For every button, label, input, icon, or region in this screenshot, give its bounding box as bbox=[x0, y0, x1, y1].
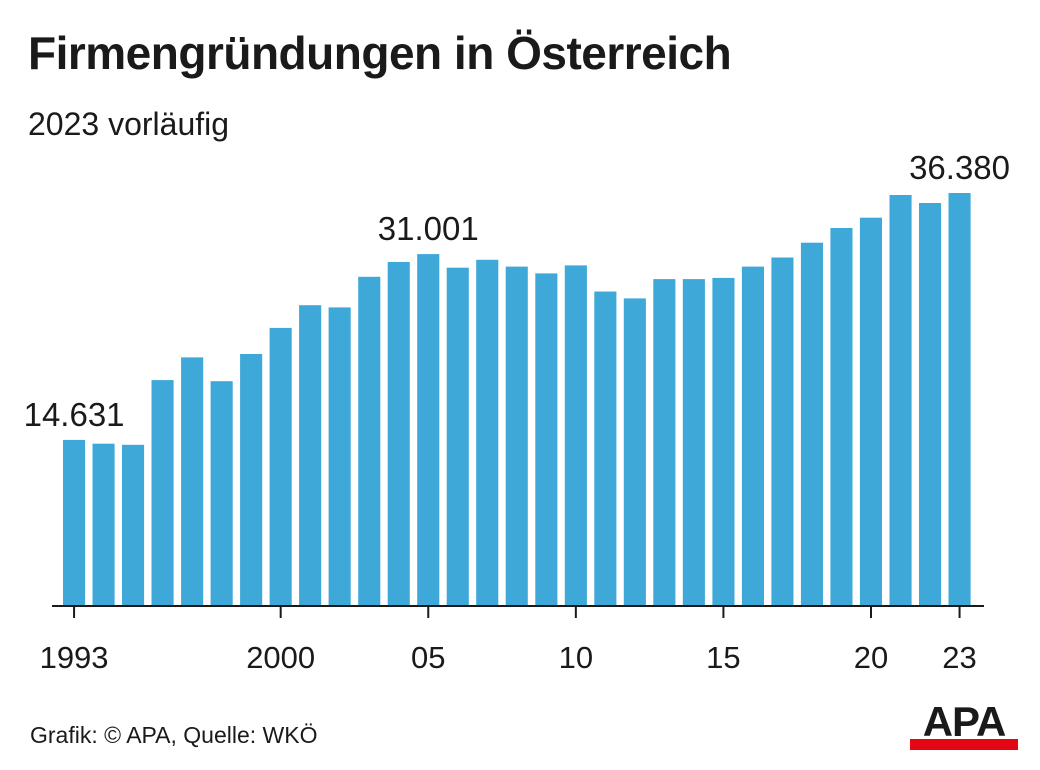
bar-2019 bbox=[830, 228, 853, 606]
bar-1997 bbox=[181, 357, 204, 606]
bar-2013 bbox=[653, 279, 676, 606]
bar-2018 bbox=[800, 242, 823, 606]
bar-2006 bbox=[446, 267, 469, 606]
x-tick-label-2015: 15 bbox=[706, 640, 740, 675]
bar-2009 bbox=[535, 273, 558, 606]
apa-logo: APA bbox=[910, 700, 1018, 750]
bar-2008 bbox=[505, 266, 528, 606]
bar-2022 bbox=[919, 203, 942, 606]
data-label-1993: 14.631 bbox=[24, 396, 125, 433]
data-label-2005: 31.001 bbox=[378, 210, 479, 247]
bar-chart: 1993 2000 05 10 15 20 23 14.631 31.001 36.380 bbox=[24, 149, 1010, 675]
bar-2002 bbox=[328, 307, 351, 606]
bar-2016 bbox=[741, 266, 764, 606]
bar-2003 bbox=[358, 276, 381, 606]
bar-2014 bbox=[682, 279, 705, 606]
bar-1999 bbox=[240, 354, 263, 606]
bar-1998 bbox=[210, 381, 233, 606]
bar-1993 bbox=[63, 439, 86, 606]
x-tick-label-2023: 23 bbox=[942, 640, 976, 675]
x-tick-label-2005: 05 bbox=[411, 640, 445, 675]
bar-1996 bbox=[151, 380, 174, 606]
bar-2012 bbox=[623, 298, 646, 606]
bar-2017 bbox=[771, 257, 794, 606]
bar-2010 bbox=[564, 265, 587, 606]
data-label-2023: 36.380 bbox=[909, 149, 1010, 186]
bar-2023 bbox=[948, 193, 971, 606]
apa-logo-text: APA bbox=[923, 700, 1006, 745]
bar-2000 bbox=[269, 327, 292, 606]
data-labels-group: 14.631 31.001 36.380 bbox=[24, 149, 1010, 433]
bar-2011 bbox=[594, 291, 617, 606]
bar-1994 bbox=[92, 443, 115, 606]
x-tick-label-1993: 1993 bbox=[40, 640, 109, 675]
x-tick-label-2020: 20 bbox=[854, 640, 888, 675]
source-credit: Grafik: © APA, Quelle: WKÖ bbox=[30, 722, 318, 748]
x-ticks-group: 1993 2000 05 10 15 20 23 bbox=[40, 606, 977, 675]
bar-2004 bbox=[387, 262, 410, 606]
bar-2021 bbox=[889, 195, 912, 606]
bar-2020 bbox=[859, 217, 882, 606]
x-tick-label-2010: 10 bbox=[559, 640, 593, 675]
bar-2015 bbox=[712, 277, 735, 606]
bars-group bbox=[63, 193, 971, 606]
bar-2007 bbox=[476, 259, 499, 606]
bar-1995 bbox=[122, 444, 145, 606]
x-tick-label-2000: 2000 bbox=[246, 640, 315, 675]
apa-logo-red-bar bbox=[910, 739, 1018, 750]
chart-title: Firmengründungen in Österreich bbox=[28, 27, 732, 79]
bar-2001 bbox=[299, 305, 322, 606]
bar-2005 bbox=[417, 254, 440, 606]
chart-subtitle: 2023 vorläufig bbox=[28, 106, 230, 142]
